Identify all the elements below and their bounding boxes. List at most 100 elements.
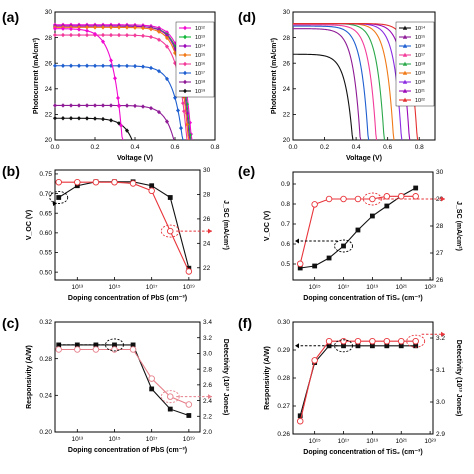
series-3-point: [125, 25, 129, 30]
right-highlight-ellipse: [160, 390, 180, 404]
series-3-point: [149, 26, 153, 32]
series-1-point: [340, 337, 347, 345]
x-tick-label: 0.0: [50, 144, 59, 151]
legend-label: 10¹⁸: [415, 61, 425, 68]
series-extra-point: [69, 26, 73, 32]
x-tick-label: 10²³: [424, 284, 436, 291]
series-6-point: [141, 104, 145, 109]
left-axis-arrow-head: [295, 343, 299, 349]
left-highlight-ellipse: [334, 239, 353, 253]
series-1-line: [299, 340, 416, 422]
series-7-point: [77, 116, 81, 121]
series-1-point: [354, 337, 362, 345]
series-1-point: [397, 337, 405, 345]
legend-label: 10¹⁷: [415, 52, 425, 59]
series-7-point: [61, 116, 65, 121]
series-5-point: [93, 63, 97, 68]
y2-axis-label: Detectivity (10¹³ Jones): [222, 339, 229, 416]
series-5-point: [157, 68, 161, 74]
series-0-line: [292, 53, 354, 141]
y2-axis-label: J_SC (mA/cm²): [455, 201, 462, 251]
legend-frame: [175, 21, 215, 98]
y2-tick-label: 26: [436, 277, 444, 284]
y-tick-label: 22: [283, 112, 291, 119]
series-7-point: [125, 128, 129, 133]
legend-label: 10¹²: [195, 26, 205, 32]
y-axis-label: V_OC (V): [26, 210, 33, 240]
series-7-point: [53, 116, 57, 121]
series-7-point: [93, 116, 97, 121]
series-0-point: [369, 343, 375, 349]
y-tick-label: 0.27: [277, 403, 290, 410]
x-tick-label: 0.4: [352, 144, 361, 151]
series-5-point: [176, 108, 180, 113]
y-tick-label: 0.55: [39, 250, 52, 257]
legend-marker: [402, 61, 408, 66]
y-tick-label: 0.5: [281, 261, 290, 268]
series-4-point: [133, 33, 137, 38]
right-axis-arrow-head: [441, 331, 445, 337]
series-3-point: [93, 25, 97, 30]
series-5-point: [125, 63, 129, 69]
y-tick-label: 0.70: [39, 191, 52, 198]
y-tick-label: 24: [283, 86, 291, 93]
right-axis-arrow-head: [208, 228, 212, 234]
right-axis-arrow-head: [208, 394, 212, 400]
legend-marker: [183, 61, 187, 67]
series-6-point: [133, 103, 137, 109]
series-1-point: [167, 393, 174, 400]
x-axis-label: Doping concentration of TiS₂ (cm⁻³): [303, 295, 422, 302]
y-tick-label: 20: [283, 137, 291, 144]
legend-marker: [183, 43, 187, 49]
series-2-line: [292, 25, 370, 141]
y2-axis-label: J_SC (mA/cm²): [222, 200, 229, 250]
x-axis-label: Voltage (V): [117, 155, 153, 162]
series-3-point: [141, 25, 145, 31]
x-tick-label: 0.0: [288, 144, 297, 151]
series-6-point: [157, 109, 161, 115]
series-1-point: [167, 227, 174, 235]
series-3-point: [85, 25, 89, 30]
series-4-point: [173, 60, 177, 66]
series-7-point: [85, 116, 89, 121]
y-tick-label: 0.20: [39, 429, 52, 436]
x-tick-label: 0.2: [320, 144, 329, 151]
legend-label: 10¹⁶: [415, 43, 425, 50]
y2-tick-label: 30: [203, 167, 211, 174]
series-5-point: [85, 63, 89, 68]
y-tick-label: 0.50: [39, 269, 52, 276]
series-extra-point: [101, 39, 105, 44]
series-3-point: [133, 25, 137, 30]
x-tick-label: 0.2: [90, 144, 99, 151]
series-0-point: [149, 386, 155, 392]
legend-marker: [183, 34, 187, 40]
x-tick-label: 10²³: [424, 438, 436, 445]
panel-c-frame: [54, 321, 201, 433]
legend-label: 10¹⁵: [415, 34, 425, 41]
y-tick-label: 0.65: [39, 210, 52, 217]
series-1-point: [340, 195, 347, 203]
series-1-point: [74, 178, 81, 186]
x-tick-label: 10¹⁷: [146, 284, 158, 291]
series-extra-point: [116, 95, 120, 101]
series-4-line: [55, 34, 188, 141]
y-tick-label: 28: [283, 35, 291, 42]
series-4-point: [117, 32, 121, 38]
y-tick-label: 0.9: [281, 181, 290, 188]
y-tick-label: 0.75: [39, 171, 52, 178]
series-6-point: [77, 103, 81, 108]
panel-b-frame: [54, 169, 201, 281]
right-highlight-ellipse: [406, 334, 426, 348]
y-tick-label: 26: [283, 60, 291, 67]
series-3-line: [55, 26, 190, 141]
y2-tick-label: 3.2: [203, 335, 212, 342]
legend-marker: [402, 88, 408, 93]
series-4-point: [181, 101, 185, 106]
series-1-point: [185, 268, 193, 275]
series-1-point: [92, 178, 100, 186]
left-axis-arrow-head: [53, 201, 57, 206]
y-axis-label: Responsivity (A/W): [264, 346, 271, 410]
series-6-line: [55, 104, 175, 141]
legend-label: 10¹⁸: [195, 79, 205, 86]
